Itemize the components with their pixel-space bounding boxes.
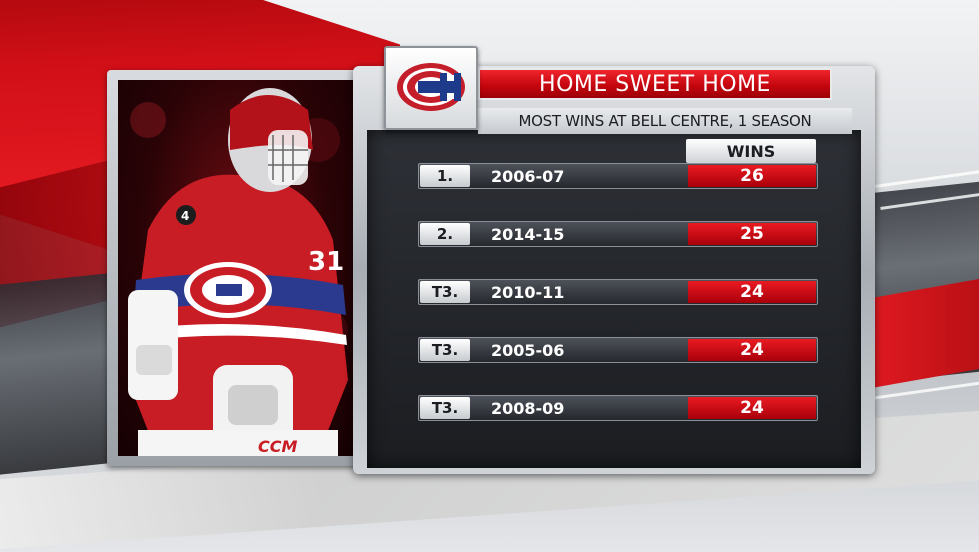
season-label: 2010-11 [491,282,565,302]
table-row: T3. 2008-09 24 [418,395,818,421]
team-logo-box [384,46,478,130]
season-label: 2008-09 [491,398,565,418]
habs-ch-logo-icon [397,63,465,111]
graphic-subtitle: MOST WINS AT BELL CENTRE, 1 SEASON [518,112,812,130]
rank-label: 1. [420,165,470,187]
rank-label: 2. [420,223,470,245]
wins-value: 25 [688,223,816,245]
rank-label: T3. [420,281,470,303]
graphic-title: HOME SWEET HOME [539,71,771,97]
season-label: 2005-06 [491,340,565,360]
brand-text: CCM [258,437,297,456]
table-row: T3. 2005-06 24 [418,337,818,363]
title-bar: HOME SWEET HOME [478,68,832,100]
wins-value: 26 [688,165,816,187]
wins-column-header: WINS [686,139,816,163]
subtitle-bar: MOST WINS AT BELL CENTRE, 1 SEASON [478,108,852,134]
season-label: 2006-07 [491,166,565,186]
table-row: T3. 2010-11 24 [418,279,818,305]
rank-label: T3. [420,339,470,361]
table-row: 1. 2006-07 26 [418,163,818,189]
jersey-number: 31 [308,247,344,277]
table-row: 2. 2014-15 25 [418,221,818,247]
patch-number: 4 [181,209,189,223]
wins-value: 24 [688,281,816,303]
wins-value: 24 [688,339,816,361]
rank-label: T3. [420,397,470,419]
wins-value: 24 [688,397,816,419]
goalie-photo: 31 4 CCM [118,80,354,456]
season-label: 2014-15 [491,224,565,244]
